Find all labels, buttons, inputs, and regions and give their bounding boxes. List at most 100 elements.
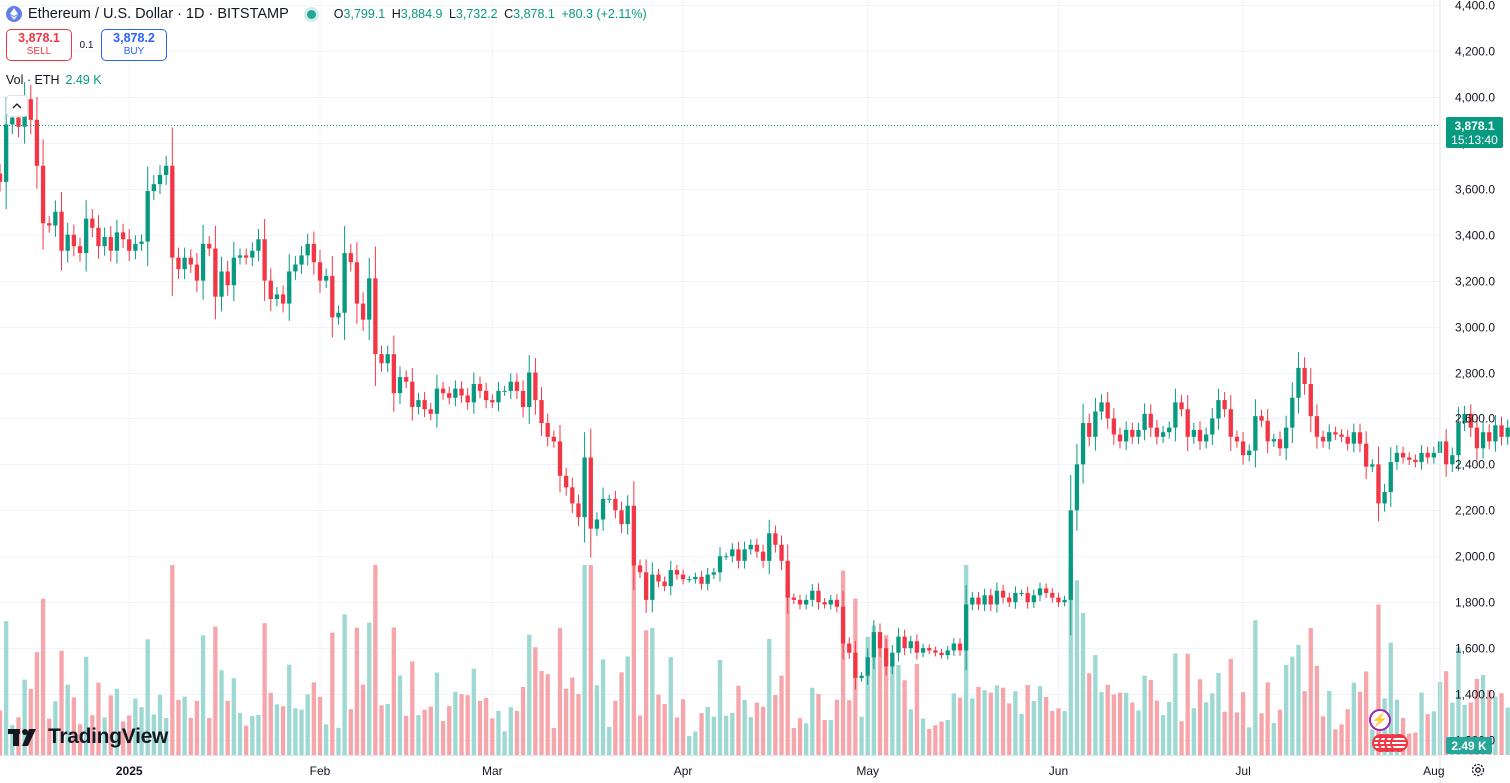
candle-body bbox=[1314, 416, 1320, 437]
price-tick-label: 3,400.0 bbox=[1455, 229, 1495, 243]
candle bbox=[404, 370, 409, 389]
volume-bar bbox=[797, 718, 803, 755]
candle bbox=[274, 287, 280, 307]
candle bbox=[157, 165, 163, 195]
candle-body bbox=[637, 565, 643, 573]
buy-button[interactable]: 3,878.2 BUY bbox=[101, 29, 167, 61]
candle bbox=[47, 216, 52, 233]
candle-body bbox=[1160, 432, 1166, 437]
candle-body bbox=[1462, 413, 1467, 424]
candle bbox=[1204, 427, 1209, 449]
candle bbox=[576, 494, 581, 527]
volume-bar bbox=[59, 650, 64, 755]
economic-events[interactable] bbox=[1372, 734, 1412, 752]
candle bbox=[1105, 391, 1110, 429]
candle-body bbox=[1136, 429, 1141, 437]
candle-body bbox=[440, 388, 446, 394]
volume-bar bbox=[520, 686, 526, 755]
candle-body bbox=[767, 533, 772, 561]
volume-bar bbox=[680, 699, 686, 755]
candle-body bbox=[471, 383, 476, 403]
candle bbox=[1087, 413, 1092, 447]
volume-bar bbox=[330, 632, 335, 755]
volume-bar bbox=[484, 697, 489, 755]
candle bbox=[1025, 586, 1030, 609]
volume-bar bbox=[865, 636, 870, 755]
candle-body bbox=[1093, 411, 1098, 437]
volume-bar bbox=[970, 698, 975, 755]
candle bbox=[1382, 483, 1387, 512]
candle bbox=[859, 672, 864, 682]
collapse-legend-button[interactable] bbox=[6, 95, 28, 117]
price-axis[interactable]: 4,400.04,200.04,000.03,800.03,600.03,400… bbox=[1455, 0, 1495, 748]
candle bbox=[551, 430, 556, 448]
candle bbox=[674, 564, 680, 580]
candle-body bbox=[1308, 383, 1313, 417]
candle-body bbox=[1450, 455, 1455, 465]
candle-body bbox=[84, 218, 89, 254]
candle bbox=[840, 590, 846, 660]
candle-body bbox=[477, 383, 483, 391]
us-flag-icon bbox=[1390, 734, 1408, 752]
candle-body bbox=[945, 650, 950, 656]
candle-body bbox=[219, 271, 224, 297]
time-axis[interactable]: 2025 Feb Mar Apr May Jun Jul Aug bbox=[116, 764, 1445, 778]
volume-label[interactable]: Vol · ETH bbox=[6, 73, 60, 87]
candle bbox=[434, 374, 440, 428]
volume-bar bbox=[1376, 604, 1381, 755]
volume-bar bbox=[1019, 713, 1024, 755]
candle-body bbox=[871, 632, 876, 658]
tradingview-logo[interactable]: TradingView bbox=[8, 724, 168, 750]
volume-bar bbox=[53, 701, 58, 755]
lightning-icon[interactable]: ⚡ bbox=[1369, 709, 1391, 731]
volume-bar bbox=[1364, 671, 1369, 755]
candle-body bbox=[650, 574, 655, 600]
candle-body bbox=[10, 117, 15, 125]
candle bbox=[164, 155, 169, 185]
candle bbox=[1290, 382, 1295, 444]
volume-bar bbox=[262, 623, 267, 755]
volume-bar bbox=[28, 688, 33, 755]
volume-bar bbox=[1099, 692, 1104, 755]
gear-icon[interactable] bbox=[1469, 761, 1487, 779]
candle-body bbox=[625, 505, 630, 525]
candle bbox=[902, 629, 907, 656]
volume-bar bbox=[828, 720, 833, 755]
candle-body bbox=[305, 243, 310, 256]
candle bbox=[730, 543, 735, 563]
candle-body bbox=[164, 165, 169, 175]
candle-body bbox=[1105, 402, 1110, 419]
candle-body bbox=[28, 99, 33, 120]
candle-body bbox=[330, 276, 335, 318]
candle-body bbox=[391, 354, 396, 394]
volume-bar bbox=[102, 717, 107, 755]
candle bbox=[976, 591, 981, 611]
candle bbox=[287, 254, 292, 321]
candle bbox=[970, 591, 975, 611]
candle-body bbox=[47, 223, 52, 226]
symbol-title[interactable]: Ethereum / U.S. Dollar · 1D · BITSTAMP bbox=[28, 6, 289, 22]
candle bbox=[810, 584, 815, 607]
candle bbox=[625, 495, 630, 535]
candle bbox=[342, 226, 347, 340]
volume-bar bbox=[982, 690, 987, 755]
sell-button[interactable]: 3,878.1 SELL bbox=[6, 29, 72, 61]
candle-body bbox=[804, 599, 809, 605]
volume-bar bbox=[1284, 665, 1289, 755]
last-price-value: 3,878.1 bbox=[1454, 118, 1495, 133]
candle bbox=[170, 127, 175, 296]
candle bbox=[127, 229, 132, 261]
candle bbox=[693, 572, 698, 584]
candle bbox=[927, 644, 932, 655]
volume-bar bbox=[1154, 700, 1160, 755]
candle bbox=[1302, 357, 1307, 395]
candle bbox=[280, 285, 286, 313]
candle-body bbox=[920, 648, 926, 653]
volume-bar bbox=[133, 698, 138, 755]
volume-bar bbox=[1253, 620, 1258, 755]
volume-bar bbox=[767, 638, 772, 755]
volume-bar bbox=[127, 715, 132, 755]
candle bbox=[471, 372, 476, 414]
candle-body bbox=[237, 255, 243, 258]
